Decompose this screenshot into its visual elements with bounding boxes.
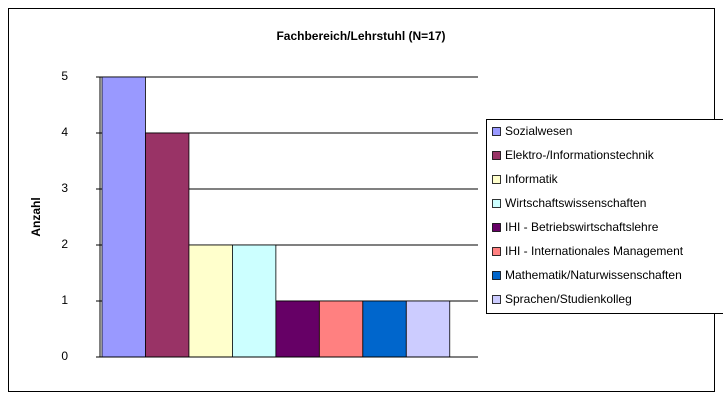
legend-label: Sozialwesen (505, 124, 572, 138)
chart-title: Fachbereich/Lehrstuhl (N=17) (276, 29, 445, 43)
bar (275, 300, 320, 358)
y-tick-label: 4 (61, 125, 68, 139)
bar (318, 300, 364, 358)
bar (405, 300, 451, 358)
legend-swatch (492, 199, 501, 208)
legend-swatch (492, 223, 501, 232)
y-tick-label: 5 (61, 69, 68, 83)
legend-label: Wirtschaftswissenschaften (505, 196, 646, 210)
bar (362, 300, 407, 358)
y-tick-label: 2 (61, 237, 68, 251)
y-axis-label: Anzahl (29, 197, 43, 236)
legend-swatch (492, 247, 501, 256)
y-tick-label: 1 (61, 293, 68, 307)
legend-swatch (492, 271, 501, 280)
legend-swatch (492, 127, 501, 136)
legend-swatch (492, 175, 501, 184)
bar (101, 76, 146, 358)
bar (145, 132, 190, 358)
legend-label: IHI - Betriebswirtschaftslehre (505, 220, 659, 234)
bar (188, 244, 233, 358)
legend: Sozialwesen Elektro-/Informationstechnik I… (492, 124, 684, 306)
y-tick-label: 3 (61, 181, 68, 195)
legend-swatch (492, 151, 501, 160)
legend-label: Mathematik/Naturwissenschaften (505, 268, 682, 282)
legend-box (486, 119, 723, 314)
y-tick-label: 0 (61, 349, 68, 363)
bar (232, 244, 277, 358)
legend-swatch (492, 295, 501, 304)
legend-label: Elektro-/Informationstechnik (505, 148, 655, 162)
legend-label: Sprachen/Studienkolleg (505, 292, 632, 306)
legend-label: IHI - Internationales Management (505, 244, 684, 258)
legend-label: Informatik (505, 172, 559, 186)
